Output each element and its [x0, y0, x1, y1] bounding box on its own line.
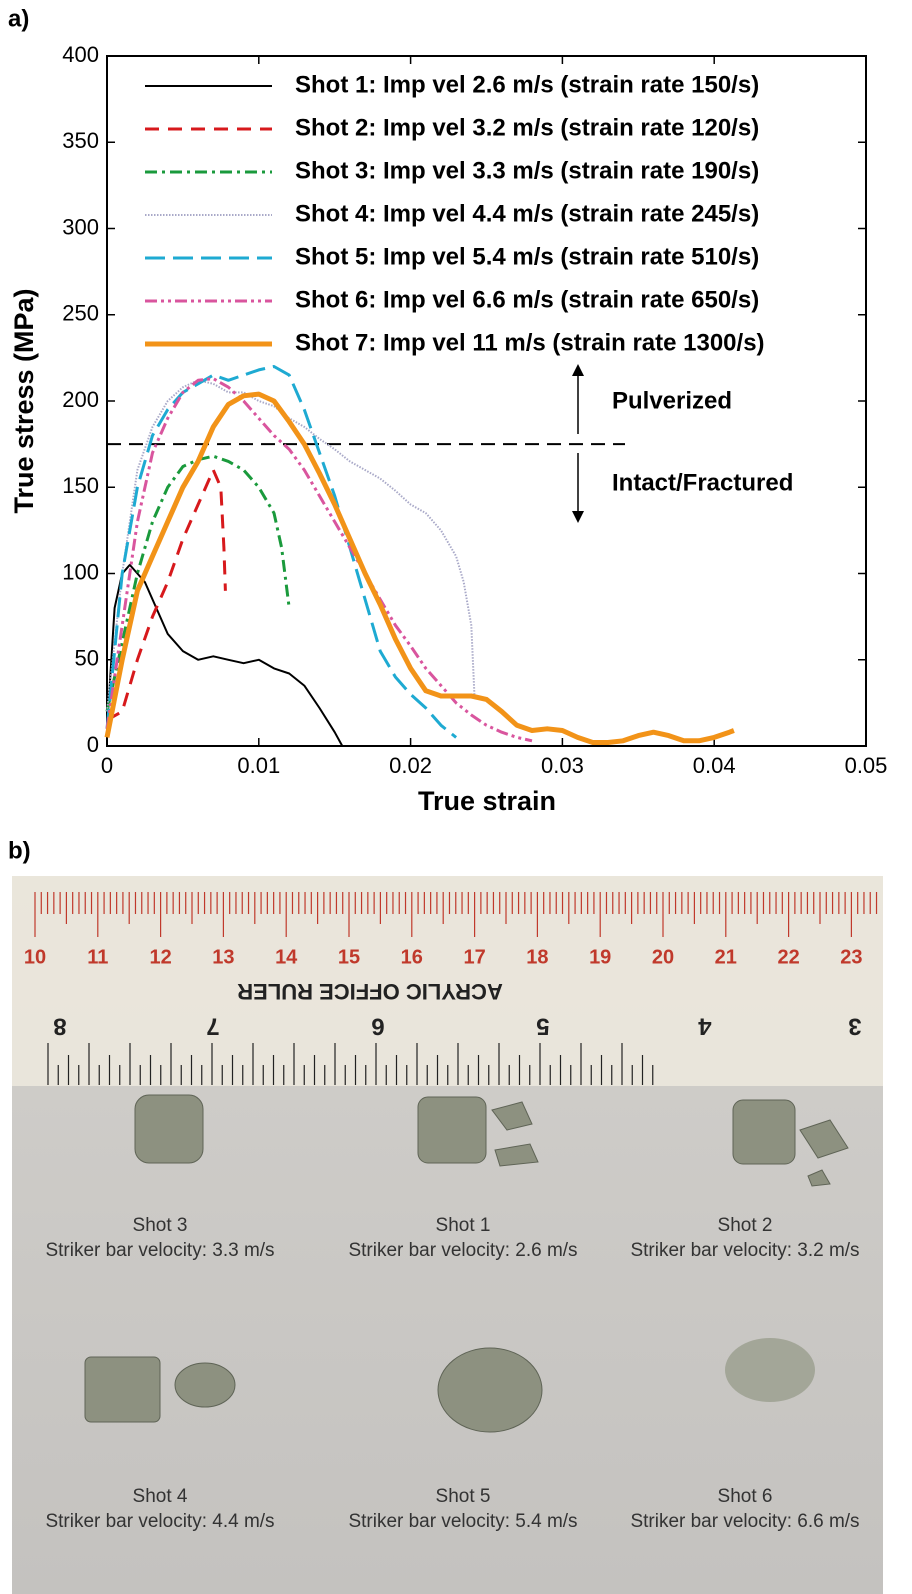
y-tick-label: 250 [62, 301, 99, 326]
ruler-cm-label: 13 [212, 946, 234, 968]
caption-shot: Shot 4 [133, 1486, 188, 1507]
annotation: Pulverized [612, 387, 732, 414]
series-line [104, 391, 735, 745]
x-axis-title: True strain [418, 786, 556, 816]
rock [725, 1338, 815, 1402]
y-tick-label: 200 [62, 387, 99, 412]
ruler-inch-label: 4 [698, 1013, 712, 1040]
caption-velocity: Striker bar velocity: 5.4 m/s [348, 1511, 577, 1532]
y-tick-label: 300 [62, 214, 99, 239]
ruler-inch-label: 5 [536, 1013, 549, 1040]
y-tick-label: 150 [62, 473, 99, 498]
x-tick-label: 0.03 [541, 753, 584, 778]
ruler-inch-label: 3 [848, 1013, 861, 1040]
x-tick-label: 0.01 [237, 753, 280, 778]
x-tick-label: 0.04 [693, 753, 736, 778]
caption-shot: Shot 6 [718, 1486, 773, 1507]
caption-velocity: Striker bar velocity: 2.6 m/s [348, 1240, 577, 1261]
rock [799, 1119, 849, 1187]
ruler-cm-label: 18 [526, 946, 548, 968]
rock [437, 1347, 543, 1433]
series-line [105, 377, 533, 743]
caption-shot: Shot 3 [133, 1215, 188, 1236]
ruler-text: ACRYLIC OFFICE RULER [237, 979, 503, 1004]
rock [732, 1099, 796, 1165]
legend-label: Shot 2: Imp vel 3.2 m/s (strain rate 120… [295, 114, 759, 141]
legend-label: Shot 4: Imp vel 4.4 m/s (strain rate 245… [295, 200, 759, 227]
fragments [84, 1094, 849, 1433]
ruler-cm-label: 14 [275, 946, 298, 968]
legend-label: Shot 3: Imp vel 3.3 m/s (strain rate 190… [295, 157, 759, 184]
ruler-cm-label: 10 [24, 946, 46, 968]
series-line [105, 365, 458, 739]
ruler-cm-label: 23 [840, 946, 862, 968]
ruler-cm-label: 12 [149, 946, 171, 968]
legend-label: Shot 5: Imp vel 5.4 m/s (strain rate 510… [295, 243, 759, 270]
y-tick-label: 0 [87, 732, 99, 757]
series-line [106, 468, 227, 722]
caption-shot: Shot 5 [436, 1486, 491, 1507]
y-tick-label: 350 [62, 128, 99, 153]
x-tick-label: 0 [101, 753, 113, 778]
series-line [105, 454, 291, 712]
series-line [106, 379, 476, 712]
rock [134, 1094, 204, 1164]
ruler-cm-label: 19 [589, 946, 611, 968]
ruler-cm-label: 22 [777, 946, 799, 968]
ruler-cm-label: 15 [338, 946, 360, 968]
panel-label: a) [8, 5, 29, 32]
ruler-cm-label: 11 [87, 946, 108, 968]
caption-shot: Shot 2 [718, 1215, 773, 1236]
rock [174, 1362, 236, 1408]
caption-velocity: Striker bar velocity: 6.6 m/s [630, 1511, 859, 1532]
legend-label: Shot 6: Imp vel 6.6 m/s (strain rate 650… [295, 286, 759, 313]
ruler-cm-label: 17 [463, 946, 485, 968]
rock [84, 1356, 161, 1423]
series-line [106, 563, 344, 747]
y-tick-label: 400 [62, 42, 99, 67]
caption-shot: Shot 1 [436, 1215, 491, 1236]
legend-label: Shot 7: Imp vel 11 m/s (strain rate 1300… [295, 329, 765, 356]
ruler-inch-label: 6 [371, 1013, 384, 1040]
rock [491, 1101, 539, 1167]
x-tick-label: 0.02 [389, 753, 432, 778]
legend-label: Shot 1: Imp vel 2.6 m/s (strain rate 150… [295, 71, 759, 98]
ruler-cm-label: 21 [715, 946, 737, 968]
caption-velocity: Striker bar velocity: 3.2 m/s [630, 1240, 859, 1261]
ruler-inch-label: 8 [53, 1013, 66, 1040]
annotation: Intact/Fractured [612, 469, 793, 496]
rock [417, 1096, 487, 1164]
ruler-markings: 10 11 12 13 14 15 16 17 18 19 20 21 22 23 8 7 6 5 4 3 ACRYLI… [24, 892, 878, 1085]
y-tick-label: 100 [62, 559, 99, 584]
panel-label: b) [8, 837, 31, 864]
caption-velocity: Striker bar velocity: 4.4 m/s [45, 1511, 274, 1532]
x-tick-label: 0.05 [845, 753, 888, 778]
caption-velocity: Striker bar velocity: 3.3 m/s [45, 1240, 274, 1261]
y-axis-title: True stress (MPa) [9, 288, 39, 513]
y-tick-label: 50 [75, 646, 99, 671]
ruler-cm-label: 20 [652, 946, 674, 968]
ruler-inch-label: 7 [206, 1013, 219, 1040]
ruler-cm-label: 16 [401, 946, 423, 968]
